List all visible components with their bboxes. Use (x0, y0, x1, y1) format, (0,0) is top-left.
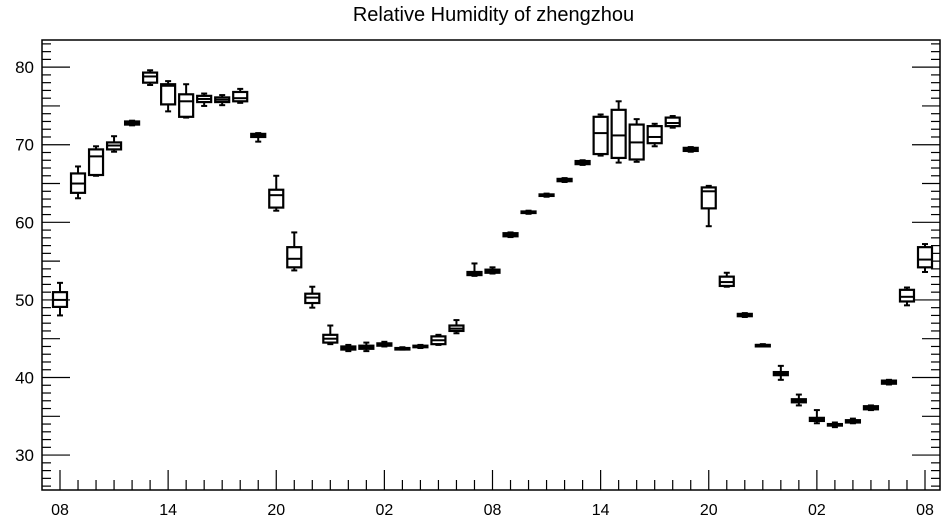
box-body (232, 90, 249, 103)
y-tick-label: 60 (15, 213, 34, 232)
box-plot-item (286, 231, 303, 272)
plot-frame (41, 39, 941, 491)
box-plot-item (376, 340, 393, 348)
box-plot-item (340, 343, 357, 353)
box-plot-item (808, 409, 825, 425)
x-tick-label: 08 (484, 502, 502, 519)
box-plot-item (214, 94, 231, 107)
box-plot-item (646, 122, 663, 148)
chart-title: Relative Humidity of zhengzhou (352, 4, 635, 26)
box-plot-item (880, 378, 898, 386)
y-tick-label: 30 (15, 446, 34, 465)
box-body (700, 186, 717, 210)
box-plot-item (430, 333, 447, 346)
box-plot-item (123, 119, 141, 127)
box-body (142, 71, 159, 84)
box-plot-item (844, 417, 862, 425)
box-plot-item (69, 165, 87, 200)
box-plot-item (628, 118, 645, 163)
box-plot-item (502, 231, 519, 239)
box-body (268, 188, 285, 209)
box-plot-item (862, 404, 880, 412)
box-plot-item (178, 83, 195, 119)
box-plot-item (592, 113, 609, 157)
box-plot-item (250, 132, 267, 143)
x-tick-label: 02 (375, 502, 393, 519)
box-plot-item (105, 135, 123, 153)
box-plot-item (700, 184, 717, 228)
box-body (898, 288, 916, 303)
box-plot-item (51, 281, 69, 317)
box-plot-item (826, 421, 843, 429)
y-tick-label: 70 (15, 136, 34, 155)
box-plot-item (394, 346, 411, 351)
axis-ticks: 30 40 50 60 70 80 08 14 20 02 08 14 20 02 08 (15, 43, 940, 519)
box-plot-item (718, 271, 735, 288)
y-tick-label: 40 (15, 369, 34, 388)
y-tick-label: 50 (15, 291, 34, 310)
box-body (916, 246, 934, 269)
box-plot-item (754, 343, 771, 348)
box-plot-item (358, 341, 375, 353)
box-plot-item (232, 87, 249, 104)
box-plot-item (664, 115, 681, 129)
x-tick-label: 08 (51, 502, 69, 519)
x-tick-label: 20 (700, 502, 718, 519)
x-tick-label: 08 (916, 502, 934, 519)
box-body (592, 115, 609, 156)
box-plot-item (304, 285, 321, 309)
box-plot-item (538, 192, 555, 198)
y-tick-label: 80 (15, 58, 34, 77)
box-plot-item (412, 343, 429, 350)
box-plot-item (322, 324, 339, 346)
x-tick-label: 20 (267, 502, 285, 519)
box-plot-item (916, 243, 934, 273)
box-plot-item (610, 100, 627, 164)
x-tick-label: 14 (159, 502, 177, 519)
box-plot-item (268, 174, 285, 212)
box-body (160, 83, 177, 106)
box-body (87, 148, 105, 177)
box-body (610, 108, 627, 160)
box-body (286, 246, 303, 269)
box-plot-item (160, 80, 177, 113)
box-plot-item (898, 286, 916, 307)
box-plot-item (772, 364, 789, 381)
box-plot-item (448, 319, 465, 335)
box-plot-item (556, 177, 573, 183)
box-group (51, 69, 934, 429)
x-tick-label: 02 (808, 502, 826, 519)
box-plot-item (484, 266, 501, 275)
box-plot-item (466, 262, 483, 277)
box-body (646, 125, 663, 145)
box-plot-item (196, 92, 213, 107)
box-plot-item (682, 146, 699, 153)
box-plot-item (736, 312, 753, 318)
box-plot-item (520, 209, 537, 215)
x-tick-label: 14 (592, 502, 610, 519)
box-body (178, 93, 195, 118)
box-plot-item (574, 159, 591, 166)
box-plot-item (790, 393, 807, 407)
box-plot-item (142, 69, 159, 86)
box-plot-item (87, 145, 105, 177)
box-body (664, 116, 681, 128)
